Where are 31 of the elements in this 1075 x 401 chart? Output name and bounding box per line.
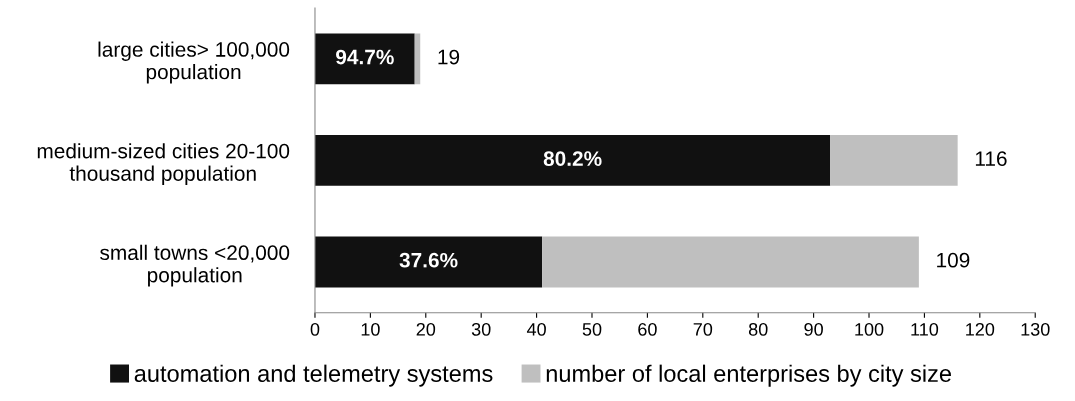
x-tick-label: 50: [582, 322, 602, 336]
annotation: 94.7%: [336, 49, 394, 65]
legend-label: number of local enterprises by city size: [546, 364, 951, 387]
x-tick-label: 130: [1021, 322, 1050, 336]
y-tick-label: medium-sized cities 20-100 thousand population: [37, 143, 290, 185]
y-tick-label: small towns <20,000 population: [100, 244, 290, 287]
total-label: 19: [438, 49, 460, 65]
x-tick-label: 80: [748, 322, 768, 336]
x-tick-label: 120: [966, 322, 995, 336]
x-tick-label: 0: [310, 322, 320, 336]
total-label: 109: [937, 252, 970, 268]
y-tick-label: large cities> 100,000 population: [98, 41, 290, 84]
bar: [314, 236, 543, 288]
x-tick-label: 40: [526, 322, 546, 336]
x-tick-label: 10: [361, 322, 380, 336]
annotation: 37.6%: [399, 252, 458, 268]
x-tick-label: 20: [416, 322, 436, 336]
annotation: 80.2%: [543, 151, 602, 166]
x-tick-label: 30: [471, 322, 491, 336]
total-label: 116: [975, 151, 1007, 166]
bar: [542, 236, 919, 288]
x-tick-label: 110: [911, 322, 939, 336]
x-tick-label: 100: [855, 322, 884, 336]
x-tick-label: 60: [638, 322, 657, 336]
bar: [314, 135, 831, 186]
x-tick-label: 70: [693, 322, 713, 336]
x-tick-label: 90: [804, 322, 823, 336]
legend-label: automation and telemetry systems: [134, 364, 493, 387]
bar: [314, 33, 415, 85]
bar: [414, 33, 421, 85]
bar: [830, 135, 958, 186]
